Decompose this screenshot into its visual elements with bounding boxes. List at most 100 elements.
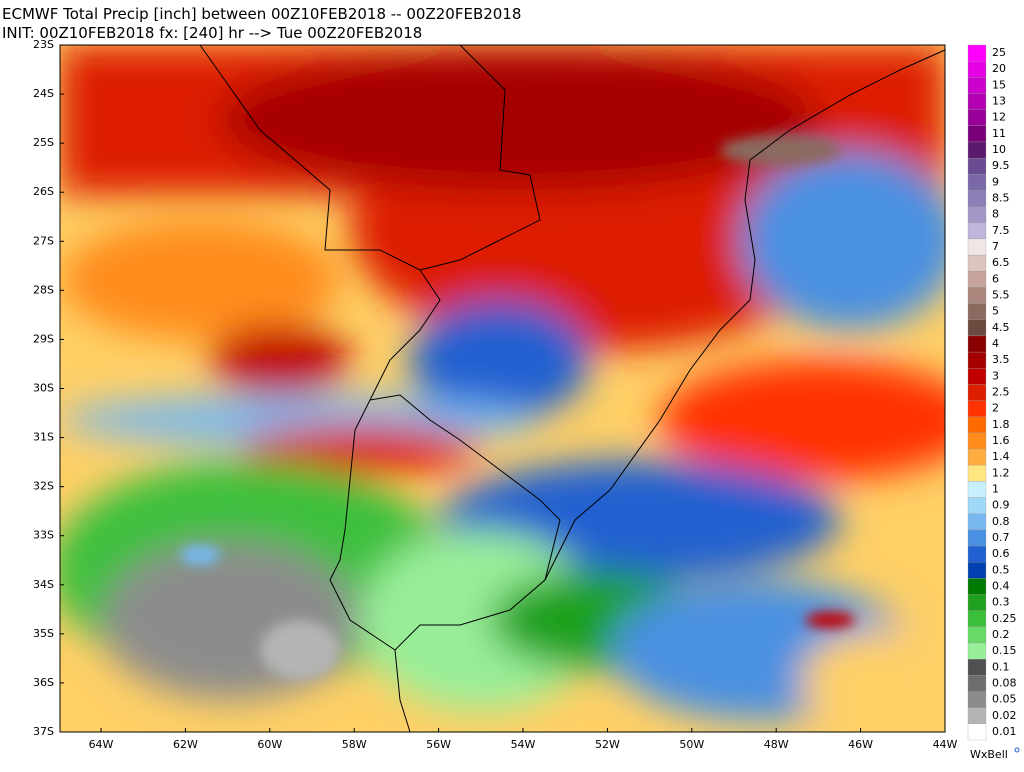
lon-label: 48W [764,738,789,751]
lat-label: 26S [33,185,54,198]
legend-swatch [967,271,987,288]
legend-swatch [967,513,987,531]
legend-label: 4.5 [992,321,1010,334]
legend-swatch [967,642,987,660]
legend-swatch [967,303,987,320]
legend-swatch [967,723,987,741]
lat-label: 32S [33,480,54,493]
lon-label: 64W [89,738,114,751]
legend-swatch [967,254,987,272]
legend-label: 8.5 [992,192,1010,205]
legend-label: 0.7 [992,531,1010,544]
lon-label: 56W [426,738,451,751]
legend-label: 3 [992,369,999,382]
legend: 252015131211109.598.587.576.565.554.543.… [967,44,1017,741]
legend-swatch [967,400,987,417]
legend-label: 1.8 [992,418,1010,431]
legend-label: 5 [992,305,999,318]
legend-swatch [967,77,987,94]
legend-label: 0.15 [992,644,1017,657]
legend-label: 0.6 [992,547,1010,560]
legend-label: 0.1 [992,660,1010,673]
legend-swatch [967,465,987,482]
lon-label: 54W [511,738,536,751]
lat-label: 33S [33,529,54,542]
legend-swatch [967,61,987,78]
lat-label: 28S [33,283,54,296]
legend-swatch [967,529,987,547]
legend-swatch [967,610,987,628]
legend-swatch [967,44,987,62]
legend-swatch [967,319,987,337]
precip-field [60,45,945,732]
legend-swatch [967,562,987,579]
legend-label: 8 [992,208,999,221]
legend-swatch [967,578,987,595]
lat-label: 25S [33,136,54,149]
lon-label: 44W [933,738,958,751]
legend-swatch [967,626,987,644]
legend-label: 25 [992,46,1006,59]
legend-label: 0.08 [992,676,1017,689]
lat-label: 23S [33,38,54,51]
legend-swatch [967,481,987,498]
legend-label: 11 [992,127,1006,140]
legend-label: 13 [992,95,1006,108]
credit-icon [1014,747,1020,753]
legend-label: 1.2 [992,466,1010,479]
legend-label: 0.05 [992,693,1017,706]
legend-label: 0.02 [992,709,1017,722]
legend-swatch [967,691,987,708]
legend-label: 0.01 [992,725,1017,738]
legend-swatch [967,238,987,256]
legend-swatch [967,659,987,676]
legend-label: 4 [992,337,999,350]
legend-label: 5.5 [992,289,1010,302]
legend-swatch [967,157,987,175]
lat-label: 34S [33,578,54,591]
lon-label: 60W [257,738,282,751]
legend-swatch [967,141,987,159]
legend-label: 0.5 [992,563,1010,576]
legend-swatch [967,432,987,450]
legend-label: 1.4 [992,450,1010,463]
axes: 23S 24S 25S 26S 27S 28S 29S 30S 31S 32S 33S 34S 35S 3… [33,38,958,751]
borders [199,44,946,733]
legend-swatch [967,497,987,514]
legend-label: 9.5 [992,159,1010,172]
legend-swatch [967,545,987,563]
legend-swatch [967,707,987,724]
legend-label: 15 [992,78,1006,91]
legend-label: 0.3 [992,596,1010,609]
subtitle: INIT: 00Z10FEB2018 fx: [240] hr --> Tue … [2,24,422,42]
legend-label: 0.8 [992,515,1010,528]
legend-label: 1 [992,482,999,495]
lon-label: 52W [595,738,620,751]
lat-label: 30S [33,382,54,395]
legend-swatch [967,190,987,207]
legend-label: 6.5 [992,256,1010,269]
legend-swatch [967,174,987,191]
title: ECMWF Total Precip [inch] between 00Z10F… [2,5,521,23]
legend-label: 0.9 [992,499,1010,512]
lat-label: 35S [33,627,54,640]
legend-swatch [967,594,987,611]
legend-swatch [967,287,987,304]
legend-swatch [967,125,987,143]
lat-label: 31S [33,431,54,444]
legend-label: 1.6 [992,434,1010,447]
legend-label: 3.5 [992,353,1010,366]
legend-label: 9 [992,175,999,188]
legend-swatch [967,675,987,692]
legend-label: 7.5 [992,224,1010,237]
credit: WxBell [970,748,1008,761]
legend-label: 10 [992,143,1006,156]
legend-label: 2 [992,402,999,415]
legend-swatch [967,368,987,385]
lat-label: 37S [33,725,54,738]
legend-label: 0.25 [992,612,1017,625]
legend-swatch [967,351,987,369]
lat-label: 24S [33,87,54,100]
lat-label: 29S [33,332,54,345]
